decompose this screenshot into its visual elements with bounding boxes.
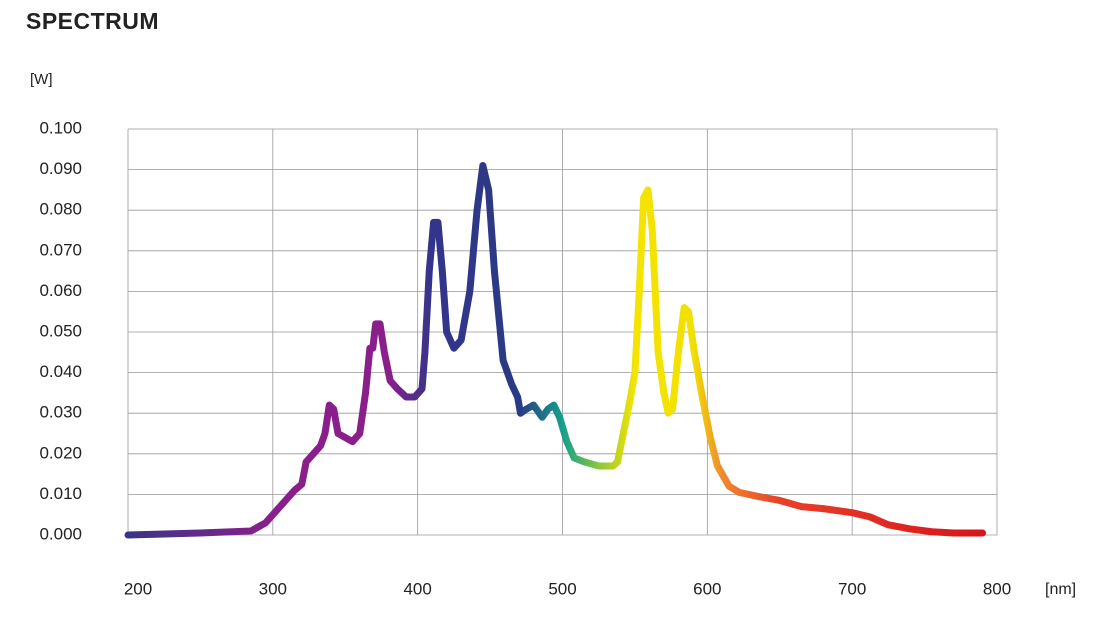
x-tick-label: 800 — [983, 579, 1011, 598]
x-tick-label: 400 — [403, 579, 431, 598]
x-tick-label: 700 — [838, 579, 866, 598]
x-axis-label: [nm] — [1045, 581, 1076, 598]
y-tick-label: 0.020 — [39, 443, 82, 462]
y-tick-label: 0.000 — [39, 524, 82, 543]
x-tick-label: 600 — [693, 579, 721, 598]
y-tick-label: 0.080 — [39, 200, 82, 219]
y-tick-label: 0.070 — [39, 240, 82, 259]
chart-title: SPECTRUM — [26, 8, 159, 34]
y-tick-label: 0.060 — [39, 281, 82, 300]
y-axis-label: [W] — [30, 71, 53, 88]
y-tick-label: 0.090 — [39, 159, 82, 178]
y-tick-label: 0.050 — [39, 321, 82, 340]
y-tick-label: 0.040 — [39, 362, 82, 381]
y-tick-label: 0.010 — [39, 484, 82, 503]
x-tick-label: 500 — [548, 579, 576, 598]
x-tick-label: 200 — [124, 579, 152, 598]
y-tick-label: 0.030 — [39, 403, 82, 422]
spectrum-line — [124, 162, 987, 539]
y-tick-label: 0.100 — [39, 118, 82, 137]
x-tick-label: 300 — [259, 579, 287, 598]
